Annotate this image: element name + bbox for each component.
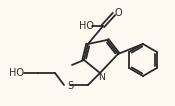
Text: HO: HO bbox=[79, 21, 93, 31]
Text: O: O bbox=[114, 8, 122, 18]
Text: S: S bbox=[67, 81, 73, 91]
Text: N: N bbox=[99, 73, 105, 82]
Text: HO: HO bbox=[9, 68, 25, 78]
